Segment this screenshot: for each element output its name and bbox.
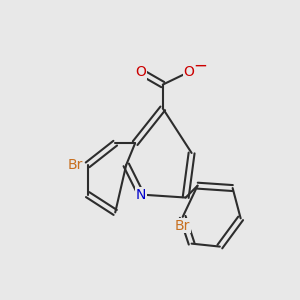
Text: −: −	[194, 57, 208, 75]
Text: O: O	[183, 65, 194, 79]
Text: Br: Br	[175, 219, 190, 233]
Text: N: N	[136, 188, 146, 202]
Text: Br: Br	[68, 158, 83, 172]
Text: O: O	[136, 65, 146, 79]
